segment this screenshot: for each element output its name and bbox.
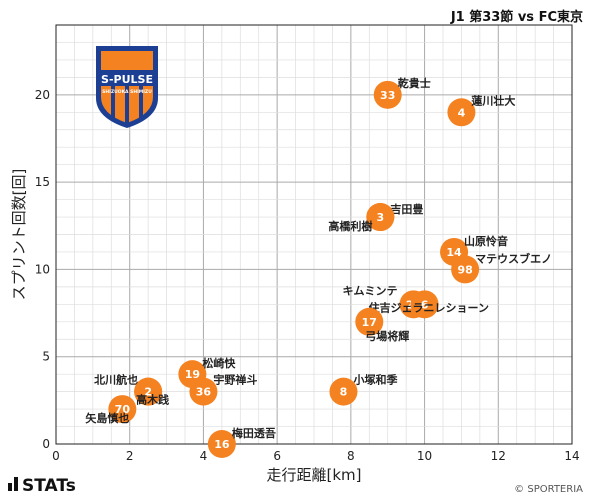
- data-point: 8 小塚和季: [329, 373, 398, 406]
- x-tick-label: 2: [126, 449, 134, 463]
- point-label: 蓮川壮大: [471, 93, 515, 107]
- point-marker: [366, 203, 395, 232]
- logo-text: S-PULSE: [101, 73, 153, 86]
- point-number: 4: [458, 106, 466, 119]
- point-marker: [108, 395, 137, 424]
- y-tick-label: 15: [35, 175, 50, 189]
- x-tick-label: 0: [52, 449, 60, 463]
- point-label: 宇野禅斗: [213, 373, 257, 387]
- x-tick-label: 10: [417, 449, 432, 463]
- y-tick-label: 5: [42, 350, 50, 364]
- data-points: 33乾貴士4蓮川壮大28吉田豊3高橋利樹14山原怜音98マテウスブエノ24キムミ…: [85, 76, 552, 458]
- stats-bar-icon: [8, 483, 12, 491]
- point-marker: [373, 80, 402, 109]
- point-label: 小塚和季: [352, 373, 398, 387]
- point-number: 6: [421, 298, 429, 311]
- point-label: 吉田豊: [390, 202, 423, 216]
- point-number: 19: [185, 368, 200, 381]
- point-number: 33: [380, 89, 395, 102]
- point-marker: [447, 98, 476, 127]
- point-number: 3: [377, 211, 385, 224]
- point-number: 8: [340, 386, 348, 399]
- point-number: 70: [115, 403, 131, 416]
- point-number: 16: [214, 438, 230, 451]
- logo-subtext: SHIZUOKA SHIMIZU: [102, 89, 152, 95]
- point-marker: [189, 377, 218, 406]
- x-axis-title: 走行距離[km]: [266, 466, 361, 484]
- copyright: © SPORTERIA: [514, 484, 583, 495]
- y-tick-label: 0: [42, 437, 50, 451]
- x-tick-label: 6: [273, 449, 281, 463]
- point-label: 乾貴士: [398, 76, 431, 90]
- point-label: 矢島慎也: [85, 411, 129, 425]
- point-number: 17: [362, 316, 377, 329]
- logo-stripes-icon: [111, 86, 143, 124]
- point-marker: [451, 255, 480, 284]
- x-tick-label: 4: [200, 449, 208, 463]
- point-label: 松崎快: [202, 356, 236, 370]
- point-label: 山原怜音: [464, 234, 508, 248]
- logo-band: [99, 70, 155, 86]
- x-tick-label: 12: [491, 449, 506, 463]
- point-number: 14: [446, 246, 462, 259]
- stats-logo-text: STATs: [22, 476, 76, 496]
- club-logo: S-PULSE SHIZUOKA SHIMIZU: [96, 46, 158, 128]
- tick-labels: 0 2 4 6 8 10 12 14 0 5 10 15 20: [35, 88, 580, 463]
- x-tick-label: 8: [347, 449, 355, 463]
- point-label: 住吉ジェラニレショーン: [369, 300, 489, 314]
- point-marker: [207, 430, 236, 458]
- data-point: 4 蓮川壮大: [447, 93, 515, 127]
- point-label: 高橋利樹: [328, 219, 372, 233]
- chart-title: J1 第33節 vs FC東京: [450, 9, 583, 25]
- point-label: 弓場将輝: [365, 329, 409, 343]
- point-label: マテウスブエノ: [475, 251, 552, 265]
- x-tick-label: 14: [564, 449, 579, 463]
- point-number: 98: [457, 263, 472, 276]
- y-tick-label: 10: [35, 262, 50, 276]
- plot-frame: [55, 24, 573, 445]
- stats-bar-icon: [14, 477, 18, 491]
- point-marker: [410, 290, 439, 319]
- stats-brand: STATs: [8, 476, 76, 496]
- point-marker: [134, 377, 163, 406]
- y-axis-title: スプリント回数[回]: [10, 169, 28, 301]
- point-label: 梅田透吾: [232, 426, 276, 440]
- point-marker: [329, 377, 358, 406]
- point-label: 北川航也: [94, 373, 138, 387]
- point-label: 高木践: [136, 393, 169, 407]
- data-point: 3 高橋利樹: [328, 203, 395, 233]
- point-number: 36: [196, 386, 212, 399]
- y-tick-label: 20: [35, 88, 50, 102]
- point-label: キムミンテ: [343, 284, 398, 297]
- point-marker: [355, 307, 384, 336]
- point-number: 2: [144, 386, 152, 399]
